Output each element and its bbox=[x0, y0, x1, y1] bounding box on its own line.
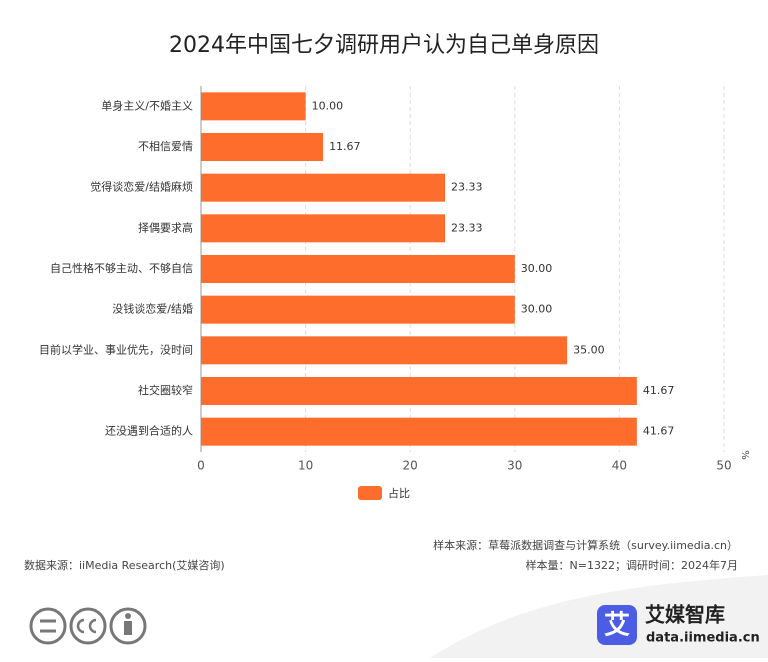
y-tick-label: 还没遇到合适的人 bbox=[105, 424, 193, 438]
bar bbox=[201, 377, 637, 405]
bar bbox=[201, 255, 515, 283]
logo-name: 艾媒智库 bbox=[645, 603, 725, 627]
sample-source: 样本来源：草莓派数据调查与计算系统（survey.iimedia.cn） bbox=[433, 538, 738, 552]
data-source: 数据来源：iiMedia Research(艾媒咨询) bbox=[24, 558, 225, 572]
logo-url: data.iimedia.cn bbox=[646, 631, 760, 646]
legend-swatch bbox=[358, 486, 382, 500]
y-tick-label: 单身主义/不婚主义 bbox=[101, 98, 193, 112]
value-label: 23.33 bbox=[451, 221, 483, 234]
y-tick-label: 自己性格不够主动、不够自信 bbox=[50, 261, 193, 275]
x-tick-label: 40 bbox=[612, 459, 627, 473]
value-label: 30.00 bbox=[521, 262, 553, 275]
x-unit: % bbox=[739, 450, 750, 460]
x-tick-label: 50 bbox=[716, 459, 731, 473]
value-label: 23.33 bbox=[451, 181, 483, 194]
bar bbox=[201, 92, 306, 121]
y-tick-label: 不相信爱情 bbox=[138, 140, 193, 153]
chart-title: 2024年中国七夕调研用户认为自己单身原因 bbox=[169, 33, 599, 58]
y-tick-label: 社交圈较窄 bbox=[138, 383, 193, 397]
value-label: 41.67 bbox=[643, 425, 675, 438]
logo-icon: 艾 bbox=[604, 611, 630, 641]
y-tick-label: 择偶要求高 bbox=[138, 220, 193, 234]
legend-label: 占比 bbox=[388, 486, 410, 500]
x-tick-label: 20 bbox=[403, 459, 418, 473]
x-tick-label: 10 bbox=[298, 459, 313, 473]
license-icons bbox=[29, 607, 147, 645]
value-label: 35.00 bbox=[573, 343, 605, 356]
bar bbox=[201, 295, 515, 324]
bar bbox=[201, 214, 446, 243]
bar bbox=[201, 417, 637, 446]
bar bbox=[201, 336, 568, 365]
y-tick-label: 目前以学业、事业优先，没时间 bbox=[39, 342, 193, 356]
value-label: 10.00 bbox=[312, 99, 344, 112]
value-label: 30.00 bbox=[521, 303, 553, 316]
y-tick-label: 觉得谈恋爱/结婚麻烦 bbox=[90, 180, 193, 194]
value-label: 41.67 bbox=[643, 384, 675, 397]
bar bbox=[201, 173, 446, 202]
x-tick-label: 30 bbox=[507, 459, 522, 473]
y-tick-label: 没钱谈恋爱/结婚 bbox=[112, 302, 193, 316]
bar bbox=[201, 133, 324, 161]
logo-icon-bg bbox=[597, 605, 637, 645]
sample-size: 样本量：N=1322；调研时间：2024年7月 bbox=[526, 558, 738, 572]
x-tick-label: 0 bbox=[197, 459, 205, 473]
value-label: 11.67 bbox=[329, 140, 361, 153]
